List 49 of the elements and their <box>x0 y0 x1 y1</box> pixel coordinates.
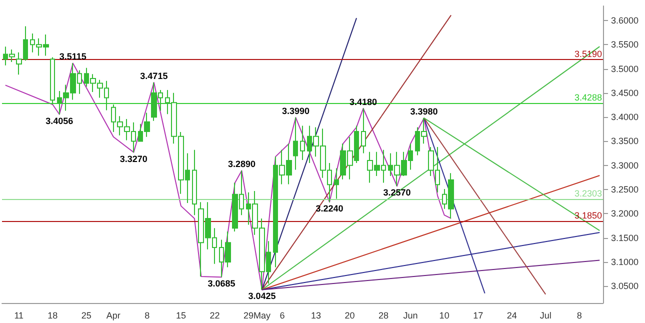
x-tick-label: 28 <box>378 310 389 320</box>
x-tick-label: 15 <box>176 310 186 320</box>
annotation: 3.2890 <box>228 159 256 170</box>
x-tick-label: 8 <box>144 310 150 320</box>
x-tick-label: 25 <box>81 310 92 320</box>
candlestick <box>50 56 55 106</box>
x-tick-label: Apr <box>106 310 120 320</box>
y-tick-label: 3.0500 <box>611 281 639 292</box>
y-tick-label: 3.6000 <box>611 15 639 26</box>
annotation: 3.0685 <box>208 278 236 289</box>
x-tick-label: Jun <box>403 310 418 320</box>
line-series <box>4 62 452 290</box>
y-tick-label: 3.1000 <box>611 256 639 267</box>
ref-line-label: 3.2303 <box>574 188 602 199</box>
annotation: 3.3990 <box>282 106 310 116</box>
x-tick-label: 24 <box>506 310 517 320</box>
ref-line-label: 3.4288 <box>574 92 602 103</box>
x-tick-label: 29 <box>243 310 254 320</box>
ref-line-label: 3.1850 <box>574 210 602 220</box>
y-tick-label: 3.5500 <box>611 40 639 50</box>
x-tick-label: May <box>253 310 271 320</box>
x-tick-label: 6 <box>280 310 285 320</box>
annotation: 3.3980 <box>410 106 438 117</box>
y-tick-label: 3.2000 <box>611 208 639 219</box>
y-tick-label: 3.3500 <box>611 136 639 146</box>
annotation: 3.0425 <box>248 291 276 302</box>
x-tick-label: 17 <box>473 310 484 320</box>
x-tick-label: 22 <box>210 310 220 320</box>
x-tick-label: 10 <box>439 310 450 320</box>
annotation: 3.3270 <box>120 154 148 164</box>
annotation: 3.4056 <box>46 116 74 126</box>
x-tick-label: 20 <box>344 310 355 320</box>
y-tick-label: 3.4000 <box>611 112 639 122</box>
x-tick-label: 8 <box>576 310 582 320</box>
x-tick-label: 11 <box>14 310 24 320</box>
y-tick-label: 3.3000 <box>611 160 639 170</box>
y-tick-label: 3.1500 <box>611 232 639 243</box>
y-tick-label: 3.2500 <box>611 184 639 195</box>
x-tick-label: 13 <box>311 310 322 320</box>
x-tick-label: 18 <box>48 310 58 320</box>
x-tick-label: Jul <box>540 310 552 320</box>
candlestick <box>293 117 298 170</box>
candlestick <box>334 168 339 200</box>
candlestick <box>361 108 366 154</box>
y-tick-label: 3.4500 <box>611 88 639 98</box>
candlestick <box>300 125 305 161</box>
candlestick <box>192 149 197 216</box>
y-tick-label: 3.5000 <box>611 64 639 74</box>
annotation: 3.4715 <box>140 71 168 82</box>
